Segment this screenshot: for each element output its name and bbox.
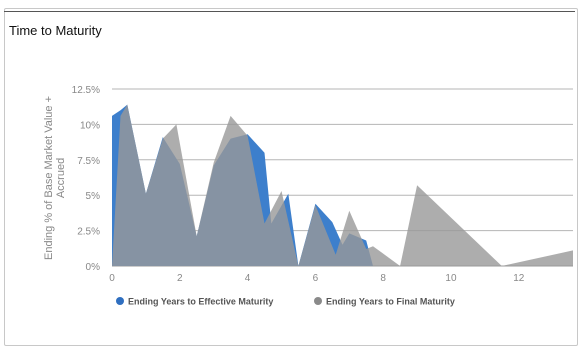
final-maturity-area [112,104,573,266]
legend-marker [314,297,322,305]
legend-label: Ending Years to Effective Maturity [128,297,273,307]
y-axis-label-line-1: Ending % of Base Market Value + [43,96,55,260]
x-tick-label: 6 [313,273,319,284]
x-tick-label: 8 [380,273,386,284]
x-tick-label: 10 [445,273,457,284]
y-tick-label: 12.5% [72,85,100,96]
chart-title: Time to Maturity [9,23,102,38]
y-tick-label: 7.5% [77,156,100,167]
legend: Ending Years to Effective Maturity Ending… [116,297,455,307]
y-tick-label: 0% [86,262,101,273]
y-tick-label: 10% [80,120,100,131]
x-tick-label: 12 [513,273,525,284]
x-tick-label: 4 [245,273,251,284]
series-areas [112,104,573,266]
y-tick-label: 5% [86,191,101,202]
y-tick-labels: 0% 2.5% 5% 7.5% 10% 12.5% [72,85,100,273]
top-divider [4,11,575,12]
y-axis-label-line-2: Accrued [55,158,67,198]
x-tick-label: 0 [109,273,115,284]
x-tick-label: 2 [177,273,183,284]
chart-panel [4,8,578,346]
y-tick-label: 2.5% [77,227,100,238]
x-tick-labels: 0 2 4 6 8 10 12 [109,273,525,284]
legend-marker [116,297,124,305]
legend-label: Ending Years to Final Maturity [326,297,455,307]
